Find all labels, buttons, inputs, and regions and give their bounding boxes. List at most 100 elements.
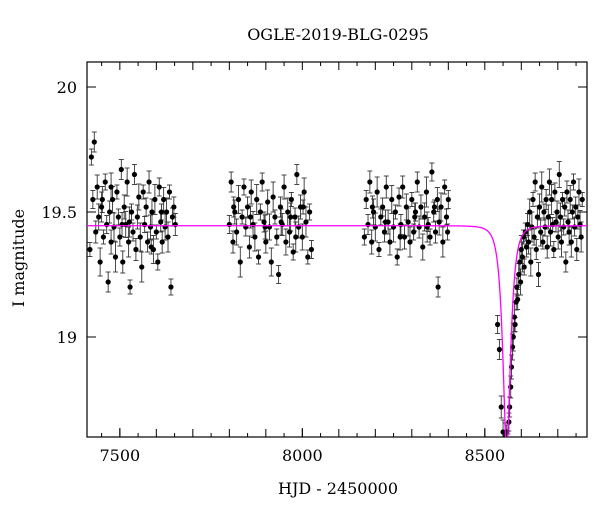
x-axis-label: HJD - 2450000 (278, 479, 398, 498)
data-point (576, 189, 582, 195)
data-point (374, 189, 380, 195)
data-point (261, 219, 267, 225)
data-point (161, 196, 167, 203)
data-point (148, 244, 154, 250)
data-point (523, 244, 530, 250)
data-point (136, 194, 142, 200)
plot-area: 19 19.5 20 7500 8000 8500 (41, 61, 588, 465)
data-point (159, 239, 165, 245)
data-point (94, 184, 100, 190)
data-point (140, 189, 146, 195)
data-point (276, 271, 282, 278)
data-point (272, 214, 278, 220)
data-point (235, 196, 242, 203)
data-point (121, 204, 127, 210)
data-point (517, 279, 524, 285)
y-tick-label: 20 (57, 78, 77, 97)
model-curve (87, 225, 587, 437)
data-point (557, 214, 563, 220)
data-point (565, 219, 571, 225)
data-point (562, 204, 568, 210)
data-point (301, 189, 307, 195)
data-point (248, 189, 254, 195)
data-point (99, 196, 105, 203)
data-point (158, 219, 164, 225)
data-point (367, 179, 373, 185)
data-point (564, 189, 570, 195)
data-point (124, 179, 130, 185)
data-point (246, 244, 253, 250)
data-point (303, 219, 309, 225)
plot-frame (86, 61, 588, 438)
data-point (575, 214, 581, 220)
data-point (156, 184, 162, 190)
data-point (288, 196, 294, 203)
data-point (515, 296, 521, 303)
data-point (127, 284, 133, 290)
data-point (108, 239, 114, 245)
data-point (423, 189, 430, 195)
data-point (432, 229, 439, 235)
data-point (436, 219, 442, 225)
data-point (286, 229, 293, 235)
data-point (445, 196, 451, 203)
data-point (128, 209, 135, 215)
data-point (105, 279, 111, 285)
data-point (166, 189, 173, 195)
data-point (293, 234, 299, 240)
data-point (559, 196, 566, 203)
data-point (171, 204, 177, 210)
data-point (494, 321, 501, 328)
data-point (107, 209, 113, 215)
data-point (563, 259, 569, 265)
y-tick-label: 19 (57, 328, 77, 347)
data-point (294, 171, 300, 178)
data-point (263, 239, 269, 245)
data-point (98, 204, 105, 210)
data-point (527, 209, 533, 215)
data-point (567, 196, 573, 203)
data-point (411, 229, 417, 235)
data-point (500, 429, 506, 435)
data-point (539, 184, 545, 190)
y-axis-label: I magnitude (9, 209, 28, 307)
data-point (514, 284, 520, 290)
data-point (165, 234, 171, 240)
data-point (268, 259, 274, 265)
data-point (91, 139, 97, 145)
data-point (532, 179, 538, 185)
data-point (521, 264, 527, 270)
data-point (427, 234, 433, 240)
data-point (139, 264, 145, 270)
data-point (169, 214, 176, 220)
data-point (152, 196, 158, 203)
data-point (281, 184, 287, 190)
data-point (108, 184, 114, 190)
data-point (421, 214, 428, 220)
data-points-group (87, 131, 585, 437)
data-point (555, 234, 561, 240)
data-point (143, 204, 149, 210)
data-point (126, 219, 132, 225)
data-point (568, 239, 574, 245)
data-point (396, 194, 402, 200)
data-point (435, 284, 441, 290)
data-point (387, 239, 393, 245)
data-point (570, 179, 577, 185)
data-point (109, 196, 116, 203)
data-point (566, 229, 572, 235)
data-point (496, 346, 503, 353)
data-point (117, 234, 123, 240)
data-point (144, 239, 151, 245)
data-point (429, 169, 435, 175)
data-point (431, 209, 437, 215)
data-point (163, 209, 170, 215)
x-tick-label: 8500 (464, 446, 505, 465)
data-point (158, 209, 165, 215)
data-point (247, 214, 254, 220)
data-point (115, 214, 121, 220)
data-point (274, 234, 280, 240)
data-point (434, 196, 440, 203)
data-point (540, 239, 546, 245)
